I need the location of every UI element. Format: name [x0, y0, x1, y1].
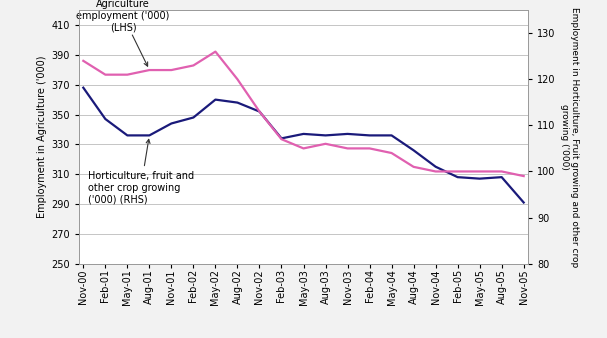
Y-axis label: Employment in Agriculture ('000): Employment in Agriculture ('000)	[37, 56, 47, 218]
Text: Horticulture, fruit and
other crop growing
('000) (RHS): Horticulture, fruit and other crop growi…	[88, 139, 194, 204]
Text: Agriculture
employment ('000)
(LHS): Agriculture employment ('000) (LHS)	[76, 0, 169, 66]
Y-axis label: Employment in Horticulture, Fruit growing and other crop
growing ('000): Employment in Horticulture, Fruit growin…	[560, 7, 579, 267]
